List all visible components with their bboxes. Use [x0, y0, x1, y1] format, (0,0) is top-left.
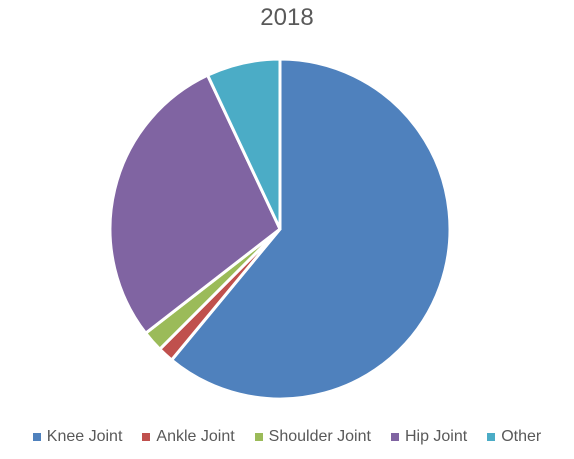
legend-label: Ankle Joint	[156, 428, 235, 445]
legend-swatch	[142, 433, 151, 441]
legend: Knee Joint Ankle Joint Shoulder Joint Hip J…	[0, 428, 574, 446]
pie-slice-other	[206, 57, 282, 231]
legend-label: Knee Joint	[46, 428, 123, 445]
legend-item-hip-joint: Hip Joint	[390, 428, 468, 446]
legend-label: Shoulder Joint	[268, 428, 371, 445]
legend-label: Hip Joint	[404, 428, 468, 445]
chart-title: 2018	[260, 4, 314, 31]
legend-swatch	[32, 433, 41, 441]
legend-swatch	[487, 433, 496, 441]
legend-item-shoulder-joint: Shoulder Joint	[254, 428, 371, 446]
legend-item-knee-joint: Knee Joint	[32, 428, 123, 446]
legend-item-ankle-joint: Ankle Joint	[142, 428, 235, 446]
pie-chart	[108, 57, 452, 401]
legend-swatch	[390, 433, 399, 441]
legend-label: Other	[501, 428, 542, 445]
legend-swatch	[254, 433, 263, 441]
legend-item-other: Other	[487, 428, 541, 446]
pie-slice-knee-joint	[170, 57, 452, 401]
